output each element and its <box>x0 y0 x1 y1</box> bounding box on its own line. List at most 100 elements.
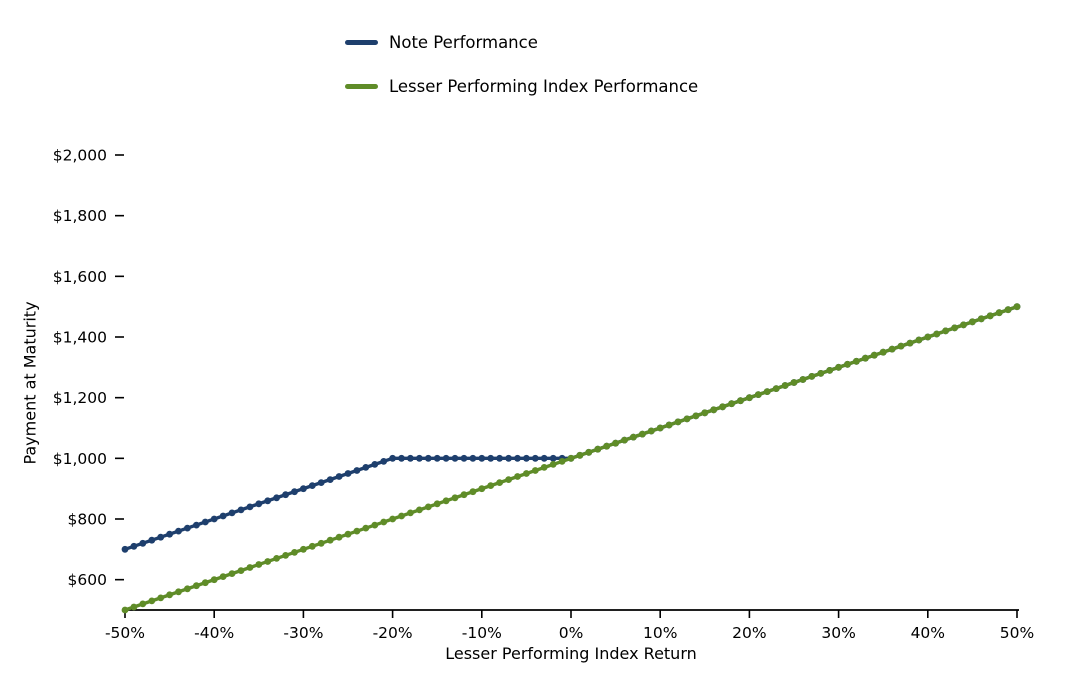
series-1-marker <box>416 506 423 514</box>
series-1-marker <box>139 600 147 608</box>
x-tick-label: 50% <box>1000 624 1034 642</box>
series-0-marker <box>407 454 414 462</box>
series-1-marker <box>897 342 905 350</box>
series-0-marker <box>487 454 495 462</box>
y-tick-label: $600 <box>68 571 107 589</box>
series-1-marker <box>567 454 575 462</box>
series-1-marker <box>255 561 263 568</box>
series-1-marker <box>317 539 325 547</box>
series-1-marker <box>960 321 967 329</box>
series-1-marker <box>576 451 584 459</box>
series-1-marker <box>335 533 343 541</box>
series-1-marker <box>656 424 664 432</box>
legend-item-index-performance: Lesser Performing Index Performance <box>345 71 698 102</box>
series-1-marker <box>540 464 548 471</box>
series-1-marker <box>549 461 557 468</box>
series-1-marker <box>424 503 432 511</box>
series-0-path <box>123 305 1019 551</box>
series-1-marker <box>906 339 914 347</box>
series-1-marker <box>451 494 459 502</box>
y-tick-label: $2,000 <box>53 147 107 165</box>
x-tick-label: -50% <box>105 624 145 642</box>
series-1-marker <box>915 336 923 344</box>
x-tick-label: -40% <box>194 624 234 642</box>
series-0-marker <box>193 521 200 529</box>
series-0-marker <box>139 539 147 547</box>
series-1-marker <box>585 448 593 456</box>
chart-legend: Note Performance Lesser Performing Index… <box>345 27 698 102</box>
series-0-marker <box>300 485 307 493</box>
series-1-marker <box>371 521 379 529</box>
series-0-marker <box>478 454 486 462</box>
series-0-marker <box>549 454 557 462</box>
y-tick-label: $1,000 <box>53 450 107 468</box>
series-0-marker <box>398 454 405 462</box>
series-1-marker <box>514 473 521 480</box>
series-1-marker <box>719 403 726 411</box>
x-tick-label: 0% <box>559 624 584 642</box>
series-1-marker <box>746 394 753 402</box>
series-0-marker <box>416 454 423 462</box>
series-0-marker <box>255 500 263 508</box>
series-0-marker <box>326 476 334 483</box>
series-1-marker <box>862 354 869 362</box>
series-1-marker <box>442 497 450 505</box>
series-1-marker <box>674 418 682 426</box>
y-tick-label: $1,600 <box>53 268 107 286</box>
series-1-marker <box>228 570 236 577</box>
series-1-marker <box>665 421 673 429</box>
legend-label-index-performance: Lesser Performing Index Performance <box>389 77 699 96</box>
series-1-marker <box>246 564 254 571</box>
series-1-marker <box>799 376 807 383</box>
series-1-marker <box>291 549 298 556</box>
series-1-marker <box>879 348 887 356</box>
series-1-marker <box>737 397 744 405</box>
series-0-marker <box>291 488 298 496</box>
series-0-marker <box>514 454 521 462</box>
series-0-marker <box>121 545 129 553</box>
series-1-marker <box>942 327 949 335</box>
x-tick-label: -10% <box>462 624 502 642</box>
series-0-marker <box>353 467 361 474</box>
series-1-marker <box>175 588 182 596</box>
series-0-marker <box>175 527 182 535</box>
series-0-marker <box>246 503 254 511</box>
legend-swatch-note-performance <box>345 40 378 45</box>
series-0-line <box>121 303 1021 553</box>
series-0-marker <box>335 473 343 480</box>
y-axis-ticks: $600 $800 $1,000 $1,200 $1,400 $1,600 $1,800 $2… <box>53 147 124 589</box>
series-1-marker <box>523 470 530 477</box>
series-0-marker <box>228 509 236 517</box>
series-1-marker <box>326 536 334 544</box>
series-0-marker <box>237 506 245 514</box>
series-1-marker <box>210 576 218 584</box>
series-1-marker <box>407 509 414 517</box>
series-1-marker <box>969 318 976 326</box>
series-0-marker <box>308 482 316 489</box>
series-1-marker <box>505 476 512 483</box>
series-1-marker <box>754 391 762 398</box>
series-1-marker <box>184 585 191 593</box>
y-tick-label: $1,200 <box>53 389 107 407</box>
series-1-marker <box>781 382 789 389</box>
y-tick-label: $1,800 <box>53 207 107 225</box>
series-1-marker <box>594 445 602 453</box>
series-1-marker <box>630 433 637 441</box>
series-1-marker <box>344 530 352 538</box>
series-1-marker <box>558 458 566 465</box>
series-1-marker <box>157 594 165 602</box>
series-0-marker <box>371 461 379 468</box>
series-0-marker <box>451 454 459 462</box>
series-0-marker <box>523 454 530 462</box>
series-1-marker <box>647 427 655 435</box>
series-0-marker <box>210 515 218 523</box>
series-1-marker <box>148 597 156 605</box>
series-0-marker <box>460 454 468 462</box>
series-1-marker <box>1013 303 1021 311</box>
series-1-marker <box>826 367 834 374</box>
series-1-marker <box>531 467 539 474</box>
y-tick-label: $1,400 <box>53 329 107 347</box>
series-1-marker <box>995 309 1003 317</box>
series-1-marker <box>130 603 138 611</box>
